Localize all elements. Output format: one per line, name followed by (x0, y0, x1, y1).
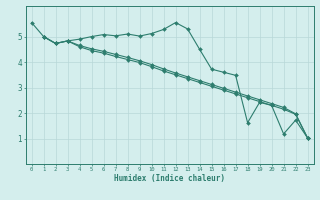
X-axis label: Humidex (Indice chaleur): Humidex (Indice chaleur) (114, 174, 225, 183)
